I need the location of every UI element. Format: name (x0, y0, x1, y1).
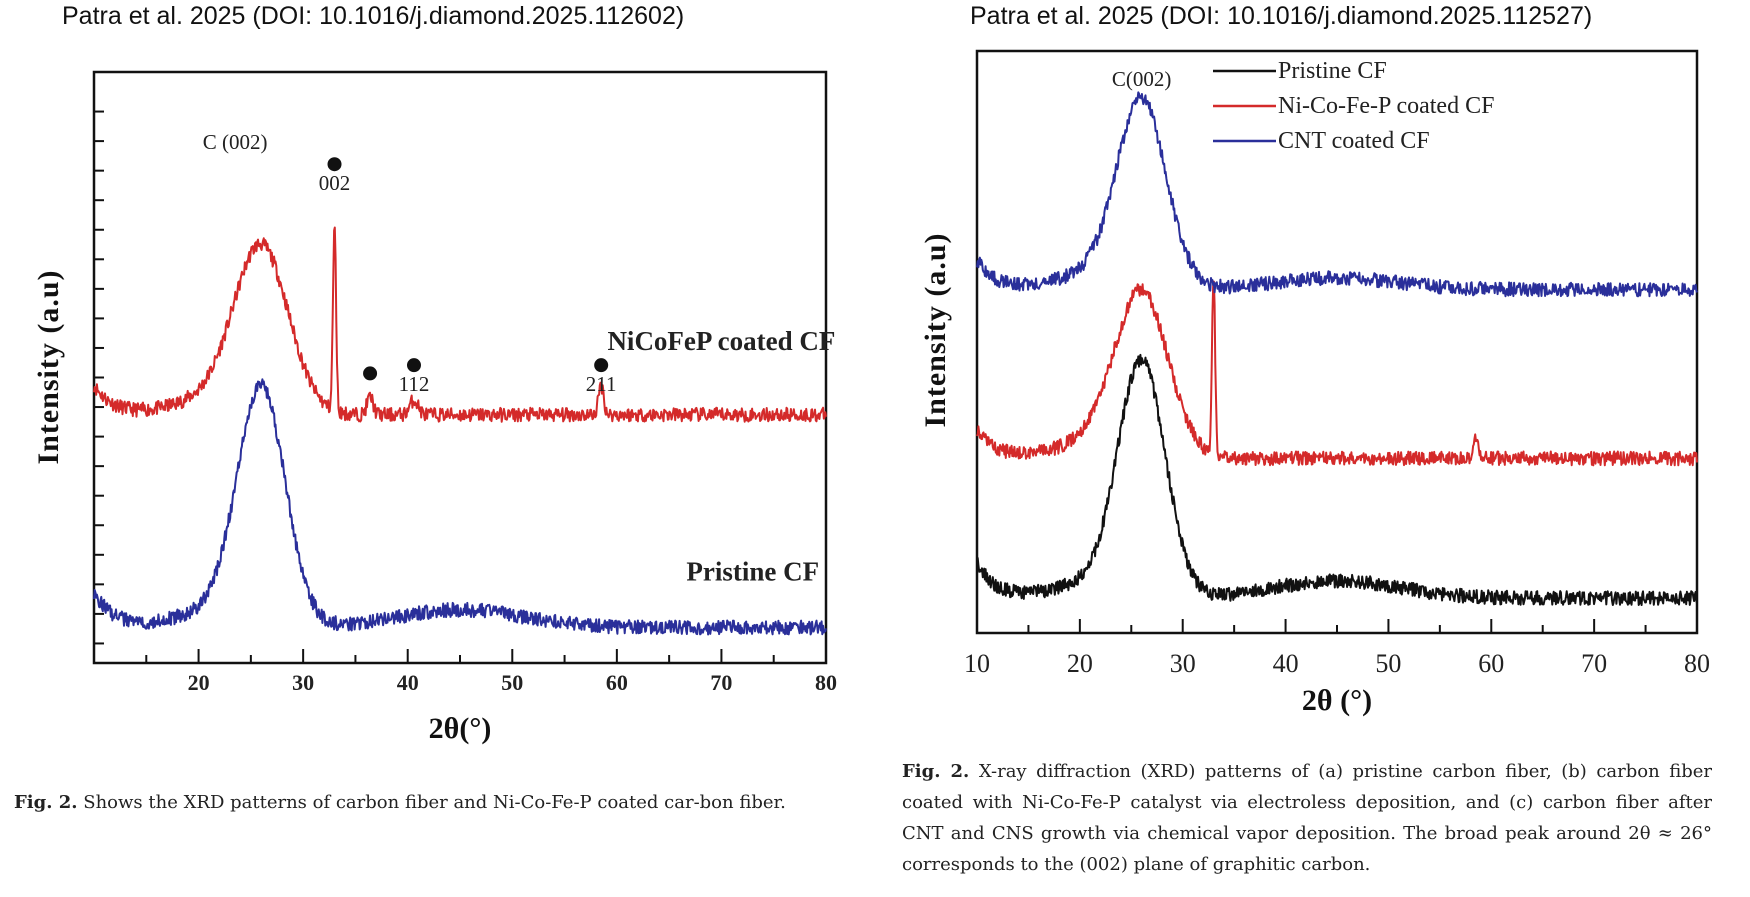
legend-label: Pristine CF (1278, 58, 1387, 84)
source-citation-right: Patra et al. 2025 (DOI: 10.1016/j.diamon… (970, 2, 1593, 30)
caption-left-label: Fig. 2. (14, 792, 78, 813)
peak-label: C(002) (1112, 67, 1172, 91)
y-axis-label: Intensity (a.u) (919, 232, 952, 427)
x-tick-label: 60 (606, 670, 628, 695)
peak-marker-dot (363, 366, 378, 381)
legend-label: Ni-Co-Fe-P coated CF (1278, 93, 1494, 119)
x-axis-label: 2θ (°) (1302, 684, 1372, 717)
series-line-pristine-cf (976, 353, 1698, 606)
peak-label: 211 (586, 372, 617, 396)
chart-right: 10 20 30 40 50 60 70 80 2θ (°) Intensity (a.u) C(0… (919, 49, 1710, 717)
series-line-pristine-cf (93, 378, 827, 636)
peak-label: C (002) (203, 130, 268, 154)
x-tick-label: 70 (1581, 649, 1607, 678)
series-line-nicofep-coated-cf (93, 226, 827, 423)
caption-left: Fig. 2. Shows the XRD patterns of carbon… (14, 787, 854, 818)
peak-label: 002 (319, 171, 351, 195)
peak-marker-dot (327, 157, 342, 172)
series-label: Pristine CF (686, 556, 819, 586)
caption-right-label: Fig. 2. (902, 761, 970, 782)
source-citation-left: Patra et al. 2025 (DOI: 10.1016/j.diamon… (62, 2, 685, 30)
x-tick-label: 50 (501, 670, 523, 695)
x-tick-label: 60 (1478, 649, 1504, 678)
x-tick-label: 80 (815, 670, 837, 695)
x-tick-label: 50 (1375, 649, 1401, 678)
caption-right: Fig. 2. X-ray diffraction (XRD) patterns… (902, 756, 1712, 880)
x-tick-label: 40 (1273, 649, 1299, 678)
x-tick-label: 70 (710, 670, 732, 695)
x-tick-label: 20 (1067, 649, 1093, 678)
caption-right-text: X-ray diffraction (XRD) patterns of (a) … (902, 761, 1713, 875)
y-axis-label: Intensity (a.u) (32, 269, 65, 464)
x-tick-label: 10 (964, 649, 990, 678)
peak-marker-dot (594, 358, 609, 373)
peak-marker-dot (406, 358, 421, 373)
series-line-ni-co-fe-p-coated-cf (976, 280, 1698, 467)
caption-left-text: Shows the XRD patterns of carbon fiber a… (77, 792, 786, 813)
x-tick-label: 40 (397, 670, 419, 695)
legend-label: CNT coated CF (1278, 128, 1430, 154)
x-tick-label: 20 (188, 670, 210, 695)
x-tick-label: 30 (292, 670, 314, 695)
x-tick-label: 80 (1684, 649, 1710, 678)
series-label: NiCoFeP coated CF (607, 326, 835, 356)
x-axis-label: 2θ(°) (429, 712, 492, 745)
series-line-cnt-coated-cf (976, 91, 1698, 298)
x-tick-label: 30 (1170, 649, 1196, 678)
peak-label: 112 (399, 372, 430, 396)
chart-left: 20 30 40 50 60 70 80 2θ(°) Intensity (a.u) C (002… (32, 70, 837, 745)
